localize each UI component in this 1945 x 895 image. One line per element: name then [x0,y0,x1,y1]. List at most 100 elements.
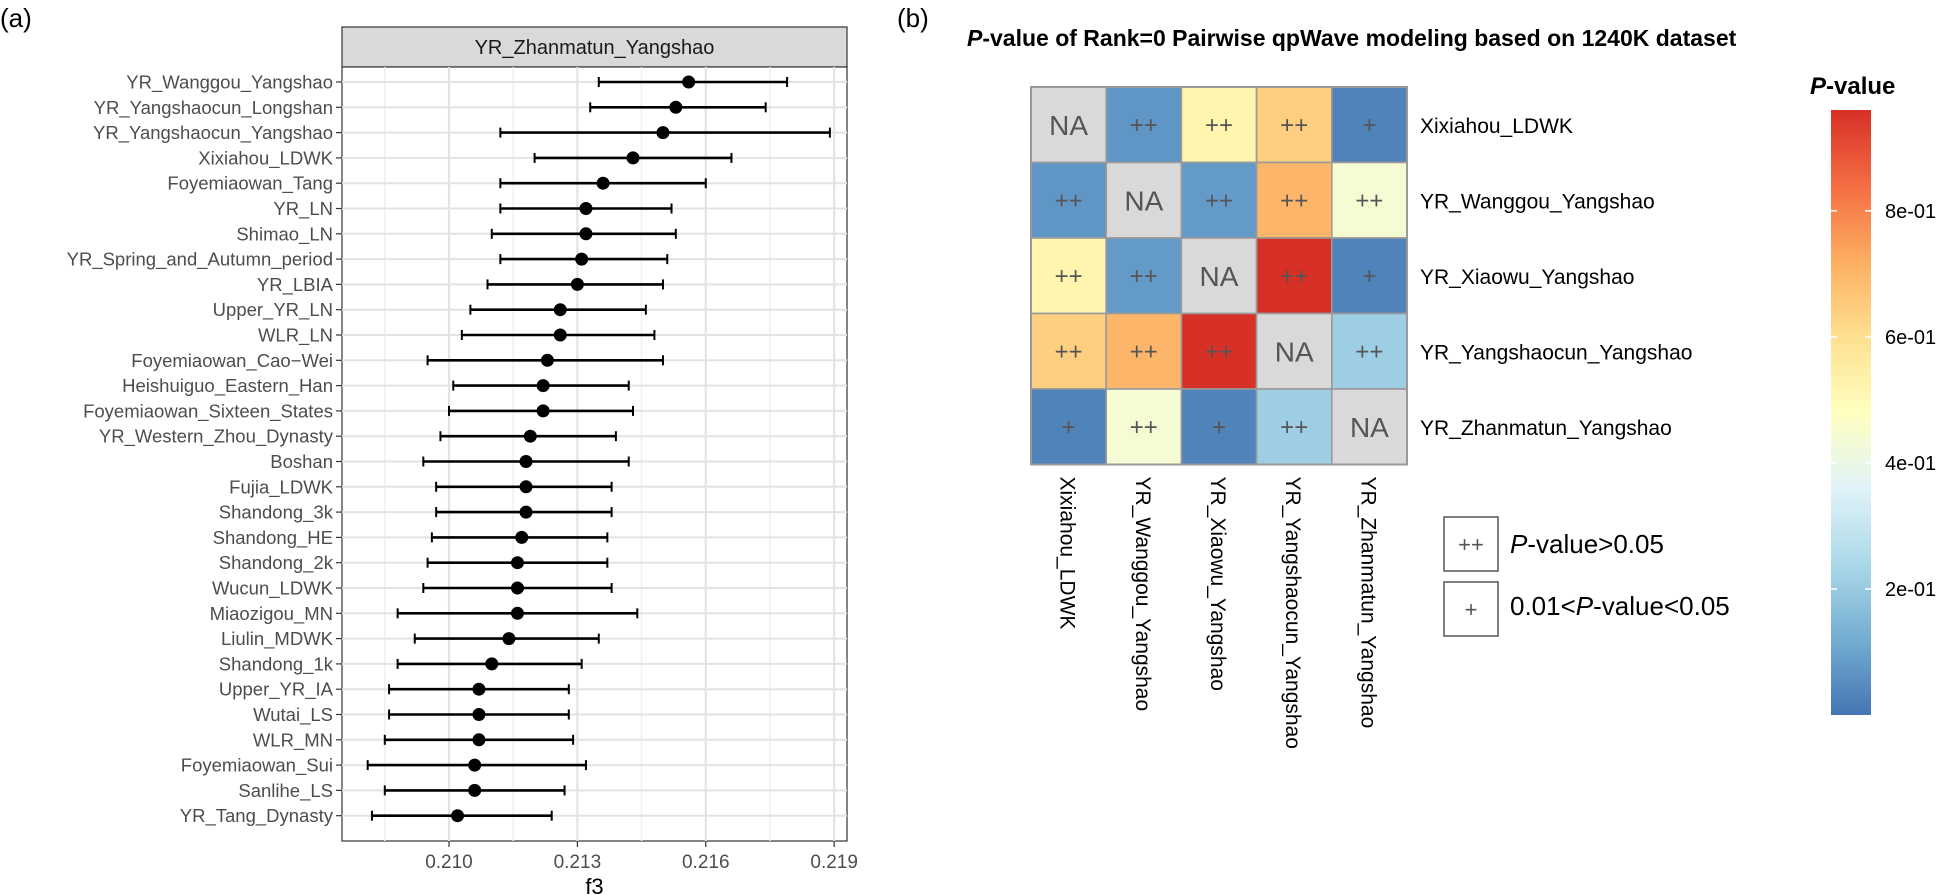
y-tick-label: WLR_MN [253,729,333,751]
heatmap-column-label: YR_Xiaowu_Yangshao [1206,477,1229,691]
y-tick-label: Wucun_LDWK [212,578,334,600]
y-tick-label: Liulin_MDWK [221,628,334,650]
facet-strip [341,26,848,68]
heatmap-cell-label: NA [1200,261,1239,292]
plot-a-panel [341,66,848,842]
f3-point [579,227,593,241]
symbol-legend: ++ P-value>0.05 + 0.01<P-value<0.05 [1443,516,1730,637]
heatmap-row-label: YR_Yangshaocun_Yangshao [1420,341,1692,364]
panel-b-label: (b) [897,3,929,33]
heatmap-column-label: YR_Zhanmatun_Yangshao [1356,477,1379,729]
x-axis-title: f3 [585,874,603,895]
heatmap-cell [1105,161,1183,239]
y-tick-label: YR_LBIA [257,274,334,296]
y-tick-label: Fujia_LDWK [229,476,333,498]
heatmap-cell [1105,312,1183,390]
heatmap-border [1030,86,1408,466]
plot-a-marks [366,75,831,823]
heatmap-column-labels: Xixiahou_LDWK YR_Wanggou_Yangshao YR_Xiaow… [1056,477,1380,749]
heatmap-row-label: Xixiahou_LDWK [1420,115,1573,138]
y-tick-label: Xixiahou_LDWK [198,147,333,169]
f3-point [472,733,486,747]
y-tick-label: Wutai_LS [253,704,333,726]
heatmap-row-label: YR_Xiaowu_Yangshao [1420,266,1634,289]
heatmap-cell-label: ++ [1355,187,1383,214]
f3-point [579,202,593,215]
legend-key-single-plus [1443,581,1499,637]
heatmap-row-label: YR_Wanggou_Yangshao [1420,190,1655,213]
heatmap-row-label: YR_Zhanmatun_Yangshao [1420,417,1672,440]
y-tick-label: YR_Yangshaocun_Yangshao [93,122,333,144]
y-tick-label: YR_LN [273,198,333,220]
panel-b: (b) P-value of Rank=0 Pairwise qpWave mo… [897,3,1936,749]
f3-point [553,303,567,317]
y-tick-label: Foyemiaowan_Cao−Wei [131,350,333,372]
heatmap-cell-label: + [1362,112,1376,139]
f3-point [575,252,589,266]
colorbar-tick-label: 4e-01 [1885,453,1936,475]
plot-a-x-axis: 0.210 0.213 0.216 0.219 [425,841,858,873]
legend-symbol-single-plus: + [1465,597,1478,622]
facet-title: YR_Zhanmatun_Yangshao [475,37,715,59]
f3-point [510,581,524,595]
colorbar-title: P-value [1810,73,1895,100]
heatmap-title-p: P [967,25,983,51]
legend-text-double-plus-p: P [1510,529,1528,559]
heatmap-cell-label: + [1062,414,1076,441]
heatmap-cell [1331,161,1408,239]
y-tick-label: YR_Western_Zhou_Dynasty [99,426,334,448]
f3-point [519,455,533,468]
heatmap-cell-label: NA [1049,110,1088,141]
heatmap-cell-label: ++ [1280,414,1308,441]
legend-symbol-double-plus: ++ [1458,532,1484,557]
f3-point [536,379,550,393]
heatmap-cell-label: ++ [1055,187,1083,214]
y-tick-label: Foyemiaowan_Sui [181,755,333,777]
y-tick-label: YR_Wanggou_Yangshao [126,72,333,94]
f3-point [485,657,499,671]
y-tick-label: Foyemiaowan_Sixteen_States [83,400,333,422]
heatmap-title: P-value of Rank=0 Pairwise qpWave modeli… [967,25,1737,51]
y-tick-label: Boshan [270,451,333,472]
y-tick-label: Upper_YR_LN [213,299,333,321]
heatmap-cell-label: ++ [1280,187,1308,214]
legend-text-single-plus: 0.01<P-value<0.05 [1510,591,1730,621]
heatmap-cell-label: ++ [1130,338,1158,365]
f3-point [656,126,670,140]
heatmap-cell-label: NA [1275,336,1314,367]
heatmap-cell-label: ++ [1280,263,1308,290]
heatmap-cell-label: ++ [1355,338,1383,365]
y-tick-label: Upper_YR_IA [219,679,334,701]
heatmap-cell [1331,388,1408,466]
f3-point [570,277,584,291]
colorbar [1831,110,1871,715]
x-tick-label: 0.210 [425,852,473,873]
y-tick-label: Foyemiaowan_Tang [167,173,333,195]
y-tick-label: YR_Tang_Dynasty [180,805,334,827]
legend-text-single-plus-prefix: 0.01< [1510,591,1576,621]
f3-point [682,75,696,89]
f3-point [515,530,529,544]
y-tick-label: Shandong_2k [219,552,334,574]
heatmap-cell-label: ++ [1280,112,1308,139]
f3-point [536,404,550,418]
f3-point [510,556,524,570]
heatmap-cell [1105,388,1183,466]
f3-point [502,632,516,646]
heatmap-cell [1255,161,1333,239]
heatmap-cell [1105,237,1183,315]
f3-point [553,328,567,342]
heatmap-cell-label: ++ [1205,338,1233,365]
heatmap-cell [1331,237,1408,315]
y-tick-label: WLR_LN [258,325,333,347]
heatmap-cell-label: ++ [1055,338,1083,365]
plot-a-y-axis: YR_Wanggou_Yangshao YR_Yangshaocun_Longsh… [67,72,342,827]
f3-point [472,708,486,721]
heatmap-cell [1255,312,1333,390]
colorbar-tick-label: 2e-01 [1885,579,1936,601]
f3-point [523,429,537,443]
f3-point [540,353,554,367]
legend-text-double-plus: P-value>0.05 [1510,529,1664,559]
y-tick-label: Shandong_3k [219,502,334,524]
